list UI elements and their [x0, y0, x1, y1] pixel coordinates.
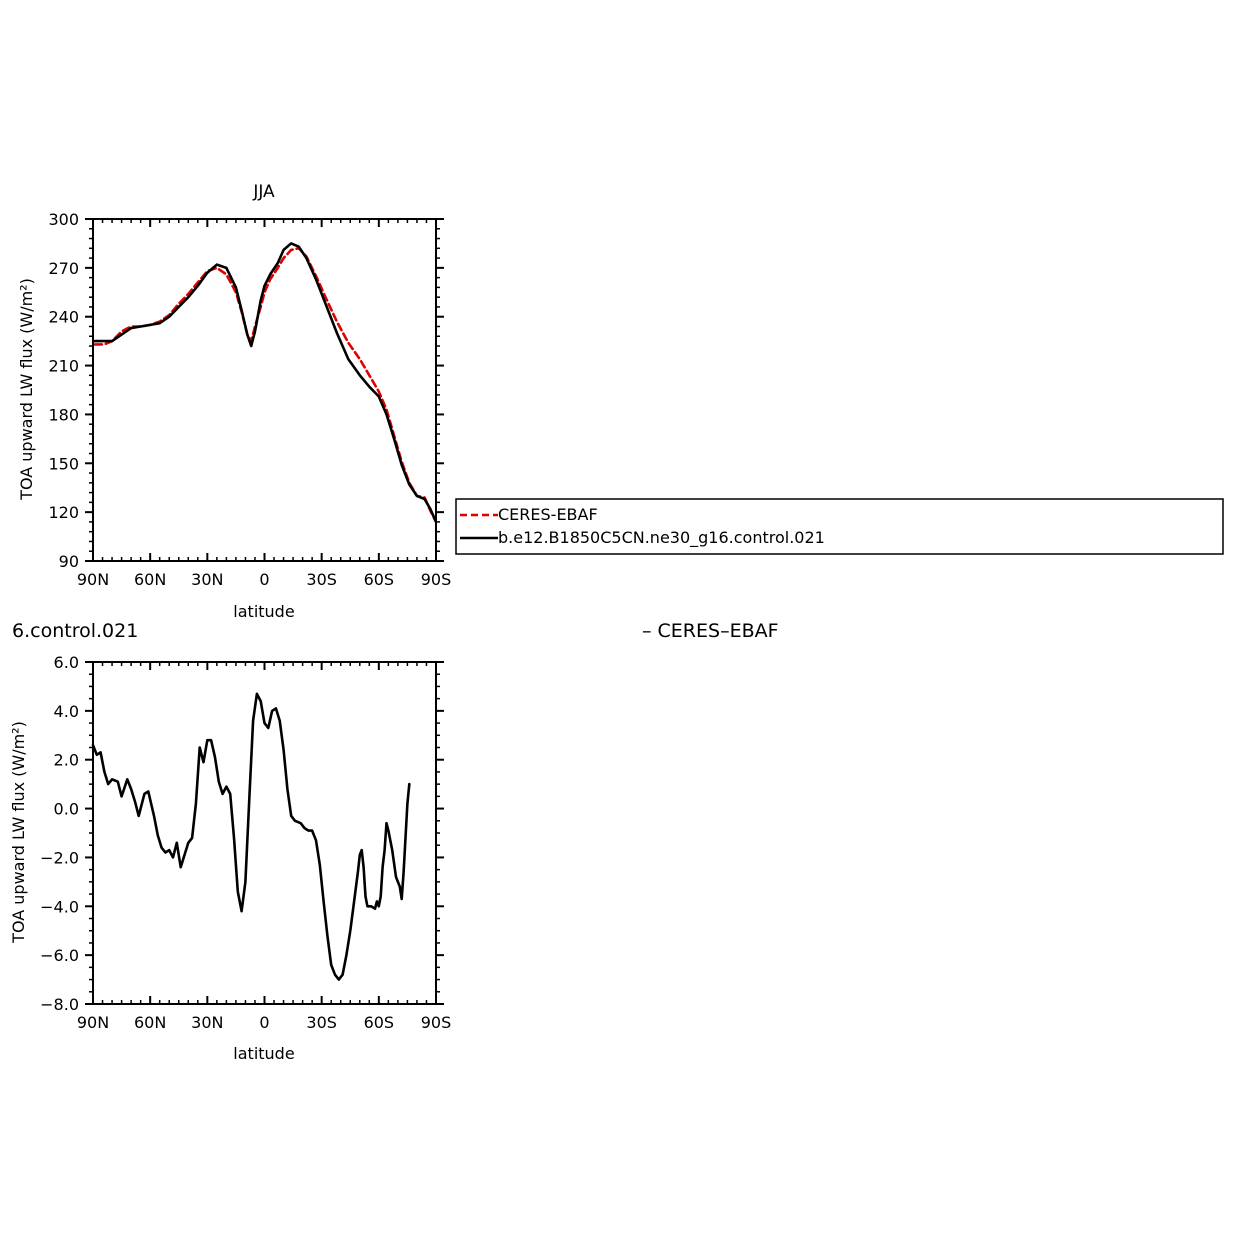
bottom-x-tick-label: 90N	[77, 1013, 109, 1032]
bottom-y-tick-label: −8.0	[40, 995, 79, 1014]
bottom-y-tick-label: 2.0	[54, 751, 79, 770]
legend-box	[455, 498, 1224, 555]
top-y-tick-label: 180	[48, 405, 79, 424]
top-y-tick-label: 150	[48, 454, 79, 473]
top-series-line-obs	[93, 247, 438, 524]
bottom-title-right: – CERES–EBAF	[642, 620, 779, 642]
bottom-y-tick-label: −2.0	[40, 848, 79, 867]
top-x-label: latitude	[233, 602, 294, 621]
bottom-y-label: TOA upward LW flux (W/m²)	[9, 721, 28, 944]
top-x-tick-label: 90N	[77, 570, 109, 589]
top-plot-area: 90N 60N 30N 0 30S 60S 90S 90 120 150 180 210 240 270 3…	[48, 210, 451, 589]
top-y-tick-label: 90	[59, 552, 79, 571]
top-plot-frame	[92, 218, 437, 562]
legend-label-model: b.e12.B1850C5CN.ne30_g16.control.021	[498, 528, 825, 548]
bottom-series-line-model	[91, 692, 411, 981]
bottom-x-tick-label: 60S	[364, 1013, 395, 1032]
top-y-tick-label: 120	[48, 503, 79, 522]
legend: CERES-EBAF b.e12.B1850C5CN.ne30_g16.cont…	[455, 498, 1224, 555]
top-x-tick-label: 0	[259, 570, 269, 589]
bottom-panel: 6.control.021 – CERES–EBAF 90N 60N 30N 0 30S…	[9, 620, 779, 1063]
top-x-tick-label: 30N	[191, 570, 223, 589]
bottom-x-label: latitude	[233, 1044, 294, 1063]
bottom-y-tick-label: 4.0	[54, 702, 79, 721]
bottom-x-tick-label: 30S	[306, 1013, 337, 1032]
top-y-tick-label: 300	[48, 210, 79, 229]
bottom-y-tick-label: 0.0	[54, 800, 79, 819]
top-y-tick-label: 210	[48, 357, 79, 376]
top-y-tick-label: 270	[48, 259, 79, 278]
top-series-line-model	[93, 242, 438, 524]
top-x-tick-label: 60S	[364, 570, 395, 589]
top-title: JJA	[252, 182, 275, 202]
top-y-tick-label: 240	[48, 308, 79, 327]
bottom-y-tick-label: 6.0	[54, 653, 79, 672]
top-x-tick-label: 90S	[421, 570, 452, 589]
bottom-plot-area: 90N 60N 30N 0 30S 60S 90S −8.0 −6.0 −4.0 −2.0 0.0 2.…	[40, 653, 451, 1032]
bottom-x-tick-label: 0	[259, 1013, 269, 1032]
top-panel: JJA 90N 60N 30N 0 30S 60S 90S 90 120 150 180 210 240…	[17, 182, 451, 621]
top-x-tick-label: 30S	[306, 570, 337, 589]
bottom-title-left: 6.control.021	[12, 620, 138, 642]
legend-label-obs: CERES-EBAF	[498, 505, 598, 524]
bottom-x-tick-label: 90S	[421, 1013, 452, 1032]
top-x-tick-label: 60N	[134, 570, 166, 589]
bottom-x-tick-label: 60N	[134, 1013, 166, 1032]
bottom-y-tick-label: −6.0	[40, 946, 79, 965]
top-y-label: TOA upward LW flux (W/m²)	[17, 278, 36, 501]
bottom-x-tick-label: 30N	[191, 1013, 223, 1032]
bottom-y-tick-label: −4.0	[40, 897, 79, 916]
